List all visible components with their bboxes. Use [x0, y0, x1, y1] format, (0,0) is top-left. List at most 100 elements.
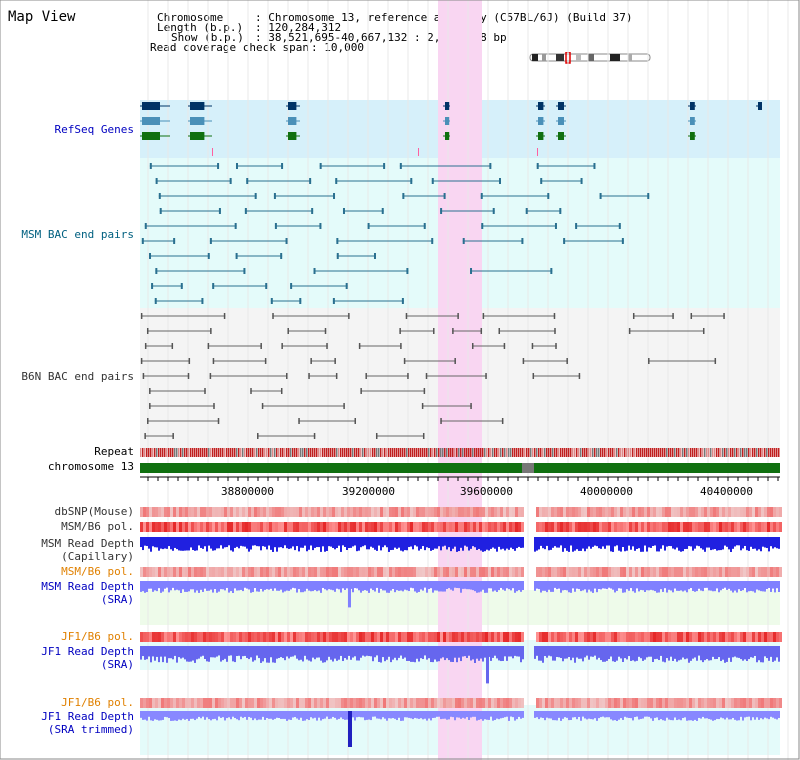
depth-bar [322, 711, 324, 720]
depth-bar [316, 646, 318, 658]
bac-end [335, 373, 338, 379]
depth-bar [452, 646, 454, 662]
depth-bar [512, 711, 514, 718]
depth-bar [382, 711, 384, 718]
depth-bar [358, 537, 360, 551]
bac-end [212, 283, 215, 289]
repeat-mark [558, 448, 560, 457]
heat-cell [599, 567, 602, 577]
heat-cell [776, 567, 779, 577]
heat-cell [194, 632, 197, 642]
repeat-mark [244, 448, 246, 457]
depth-bar [534, 646, 536, 659]
heat-cell [572, 507, 575, 517]
depth-bar [260, 581, 262, 589]
heat-cell [773, 507, 776, 517]
heat-cell [458, 698, 461, 708]
track-label-refseq[interactable]: RefSeq Genes [54, 123, 134, 136]
gene-exon [690, 102, 695, 110]
heat-cell [281, 567, 284, 577]
depth-bar [646, 537, 648, 552]
depth-bar [758, 537, 760, 550]
heat-cell [605, 698, 608, 708]
depth-bar [368, 537, 370, 550]
depth-bar [478, 581, 480, 593]
chromosome-ideogram[interactable] [528, 52, 652, 64]
depth-bar [740, 537, 742, 551]
heat-cell [248, 632, 251, 642]
heat-cell [551, 698, 554, 708]
depth-bar [308, 581, 310, 591]
depth-bar [250, 581, 252, 593]
depth-bar [568, 537, 570, 552]
depth-bar [212, 711, 214, 720]
heat-cell [257, 632, 260, 642]
heat-cell [686, 698, 689, 708]
depth-bar [294, 711, 296, 718]
repeat-mark [336, 448, 338, 457]
depth-bar [258, 581, 260, 592]
depth-bar [754, 537, 756, 549]
depth-bar [744, 646, 746, 660]
depth-bar [308, 646, 310, 661]
depth-bar [550, 537, 552, 550]
track-label-msm-bac[interactable]: MSM BAC end pairs [21, 228, 134, 241]
depth-bar [272, 646, 274, 663]
depth-bar [760, 646, 762, 663]
heat-cell [653, 522, 656, 532]
gene-exon [538, 117, 544, 125]
heat-cell [749, 698, 752, 708]
repeat-mark [272, 448, 274, 457]
heat-cell [236, 632, 239, 642]
heat-cell [386, 507, 389, 517]
depth-bar [448, 711, 450, 720]
heat-cell [335, 522, 338, 532]
heat-cell [743, 698, 746, 708]
heat-cell [614, 567, 617, 577]
depth-bar [224, 537, 226, 548]
track-label-b6n-bac[interactable]: B6N BAC end pairs [21, 370, 134, 383]
heat-cell [506, 567, 509, 577]
heat-cell [737, 632, 740, 642]
bac-end [201, 298, 204, 304]
heat-cell [161, 522, 164, 532]
repeat-mark [686, 448, 688, 457]
repeat-mark [270, 448, 272, 457]
depth-bar [708, 537, 710, 548]
bac-end [218, 208, 221, 214]
depth-bar [504, 711, 506, 718]
depth-bar [668, 646, 670, 661]
heat-cell [758, 567, 761, 577]
repeat-mark [512, 448, 514, 457]
depth-bar [314, 711, 316, 718]
heat-cell [353, 698, 356, 708]
depth-bar [336, 581, 338, 589]
depth-bar [394, 537, 396, 548]
heat-cell [152, 522, 155, 532]
repeat-mark [404, 448, 406, 457]
repeat-mark [298, 448, 300, 457]
depth-bar [350, 537, 352, 548]
depth-bar [154, 646, 156, 661]
heat-cell [779, 507, 782, 517]
depth-bar [598, 646, 600, 658]
heat-cell [287, 507, 290, 517]
gene-exon [142, 102, 160, 110]
depth-bar [516, 711, 518, 720]
depth-bar [664, 537, 666, 551]
depth-bar [296, 711, 298, 719]
depth-bar [420, 646, 422, 659]
repeat-mark [726, 448, 728, 457]
heat-cell [281, 632, 284, 642]
depth-bar [450, 646, 452, 662]
heat-cell [365, 522, 368, 532]
heat-cell [287, 567, 290, 577]
depth-bar [620, 581, 622, 589]
depth-bar [772, 581, 774, 589]
depth-bar [534, 581, 536, 591]
bac-end [272, 313, 274, 319]
heat-cell [161, 507, 164, 517]
depth-bar [700, 581, 702, 591]
heat-cell [191, 567, 194, 577]
repeat-mark [774, 448, 776, 457]
